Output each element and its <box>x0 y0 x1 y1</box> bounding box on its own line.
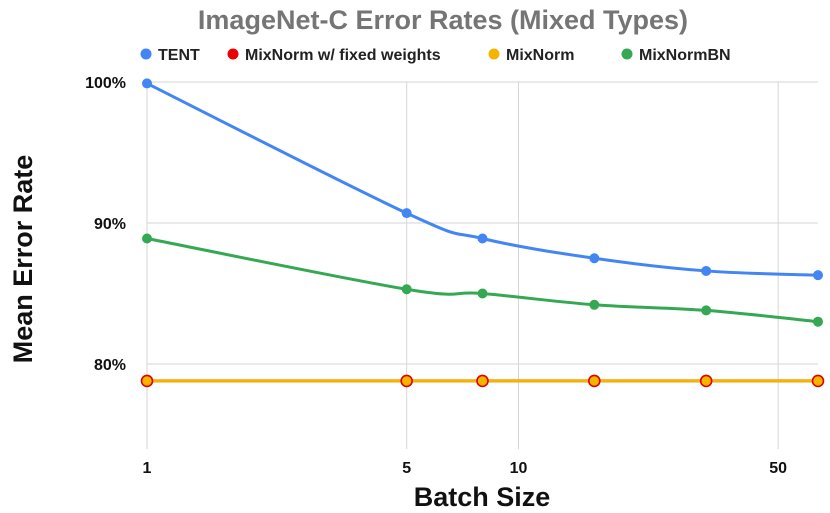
data-point <box>401 208 412 219</box>
data-point <box>813 270 823 281</box>
x-tick-labels: 1 5 10 50 <box>143 460 788 477</box>
legend-marker <box>621 48 633 60</box>
data-point <box>477 288 488 299</box>
legend-label: MixNorm w/ fixed weights <box>245 47 441 64</box>
data-point <box>476 374 489 388</box>
y-tick-labels: 80% 90% 100% <box>85 75 126 374</box>
data-point <box>477 233 488 244</box>
data-point <box>588 374 601 388</box>
legend-label: MixNorm <box>506 47 574 64</box>
x-tick-label: 5 <box>402 460 411 477</box>
chart-title: ImageNet-C Error Rates (Mixed Types) <box>198 5 688 35</box>
series-mixnormbn <box>142 233 823 327</box>
data-point <box>140 374 154 388</box>
legend-marker <box>140 48 152 60</box>
legend-item: MixNormBN <box>621 47 731 64</box>
series-line <box>146 237 819 324</box>
data-point <box>589 299 600 310</box>
data-point <box>401 284 412 295</box>
data-point <box>813 316 823 327</box>
legend-label: TENT <box>158 47 200 64</box>
x-axis-label: Batch Size <box>414 482 551 512</box>
legend-item: MixNorm <box>488 47 574 64</box>
x-tick-label: 50 <box>769 460 787 477</box>
legend-marker <box>227 48 239 60</box>
grid <box>146 81 818 449</box>
data-point <box>400 374 413 388</box>
legend-item: MixNorm w/ fixed weights <box>227 47 441 64</box>
data-point <box>701 305 712 316</box>
data-point <box>811 374 825 388</box>
y-tick-label: 90% <box>94 216 126 233</box>
y-tick-label: 100% <box>85 75 126 92</box>
data-point <box>699 374 713 388</box>
data-point <box>142 78 152 89</box>
data-point <box>142 233 152 244</box>
series-layer <box>140 78 825 388</box>
legend-marker <box>488 48 500 60</box>
series-tent <box>142 78 823 281</box>
legend-label: MixNormBN <box>639 47 731 64</box>
series-mixnorm <box>140 374 825 388</box>
x-tick-label: 10 <box>510 460 528 477</box>
y-axis-label: Mean Error Rate <box>8 155 38 364</box>
legend-item: TENT <box>140 47 200 64</box>
data-point <box>701 265 712 276</box>
data-point <box>589 253 600 264</box>
y-tick-label: 80% <box>94 357 126 374</box>
legend: TENT MixNorm w/ fixed weights MixNorm MixNo… <box>140 47 731 64</box>
series-line <box>146 82 819 277</box>
x-tick-label: 1 <box>143 460 152 477</box>
